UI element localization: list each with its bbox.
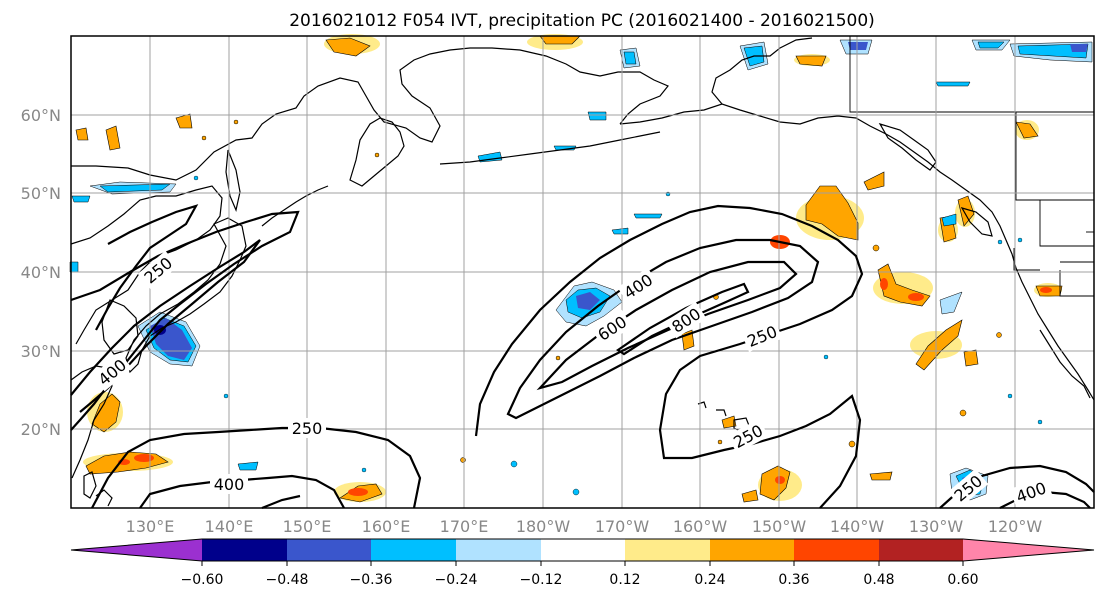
lat-label: 30°N [21, 342, 61, 361]
map-frame [70, 35, 1095, 509]
colorbar-segment [625, 539, 710, 561]
lon-label: 180°W [516, 517, 571, 536]
colorbar-tick-label: −0.48 [266, 572, 309, 588]
longitude-labels: 130°E 140°E 150°E 160°E 170°E 180°W 170°… [126, 517, 1043, 536]
lon-label: 130°E [126, 517, 175, 536]
colorbar-tick-label: 0.12 [609, 572, 640, 588]
lat-label: 40°N [21, 263, 61, 282]
ivt-contour-labels: 250 400 250 400 600 800 250 250 400 250 … [91, 250, 1053, 508]
lon-label: 160°E [362, 517, 411, 536]
map-title: 2016021012 F054 IVT, precipitation PC (2… [289, 11, 875, 31]
map-panel: 250 400 250 400 600 800 250 250 400 250 … [69, 34, 1095, 510]
colorbar: −0.60 −0.48 −0.36 −0.24 −0.12 0.12 0.24 … [70, 538, 1095, 588]
lon-label: 170°E [440, 517, 489, 536]
lon-label: 120°W [988, 517, 1043, 536]
colorbar-tick-label: −0.60 [181, 572, 224, 588]
lon-label: 160°W [673, 517, 728, 536]
latitude-labels: 60°N 50°N 40°N 30°N 20°N [21, 106, 61, 439]
colorbar-segment [371, 539, 456, 561]
lat-label: 50°N [21, 184, 61, 203]
colorbar-tick-label: −0.36 [350, 572, 393, 588]
ivt-contours [70, 204, 1095, 510]
lon-label: 140°E [205, 517, 254, 536]
lon-label: 170°W [595, 517, 650, 536]
colorbar-tick-label: −0.12 [520, 572, 563, 588]
colorbar-tick-label: −0.24 [435, 572, 478, 588]
lon-label: 130°W [909, 517, 964, 536]
colorbar-over-extension [963, 539, 1094, 561]
colorbar-under-extension [71, 539, 202, 561]
colorbar-segment [794, 539, 879, 561]
lon-label: 150°E [283, 517, 332, 536]
colorbar-segment [456, 539, 541, 561]
colorbar-segment [202, 539, 287, 561]
lon-label: 140°W [830, 517, 885, 536]
colorbar-segment [710, 539, 794, 561]
colorbar-tick-label: 0.48 [863, 572, 894, 588]
borders [849, 36, 1094, 297]
colorbar-segment [541, 539, 625, 561]
colorbar-tick-label: 0.60 [947, 572, 978, 588]
ivt-label-250-south: 250 [292, 419, 323, 438]
colorbar-tick-label: 0.36 [778, 572, 809, 588]
colorbar-segment [879, 539, 963, 561]
lat-label: 20°N [21, 420, 61, 439]
lat-label: 60°N [21, 106, 61, 125]
colorbar-segment [287, 539, 371, 561]
colorbar-tick-label: 0.24 [694, 572, 725, 588]
ivt-label-400-south: 400 [214, 475, 245, 494]
lon-label: 150°W [752, 517, 807, 536]
